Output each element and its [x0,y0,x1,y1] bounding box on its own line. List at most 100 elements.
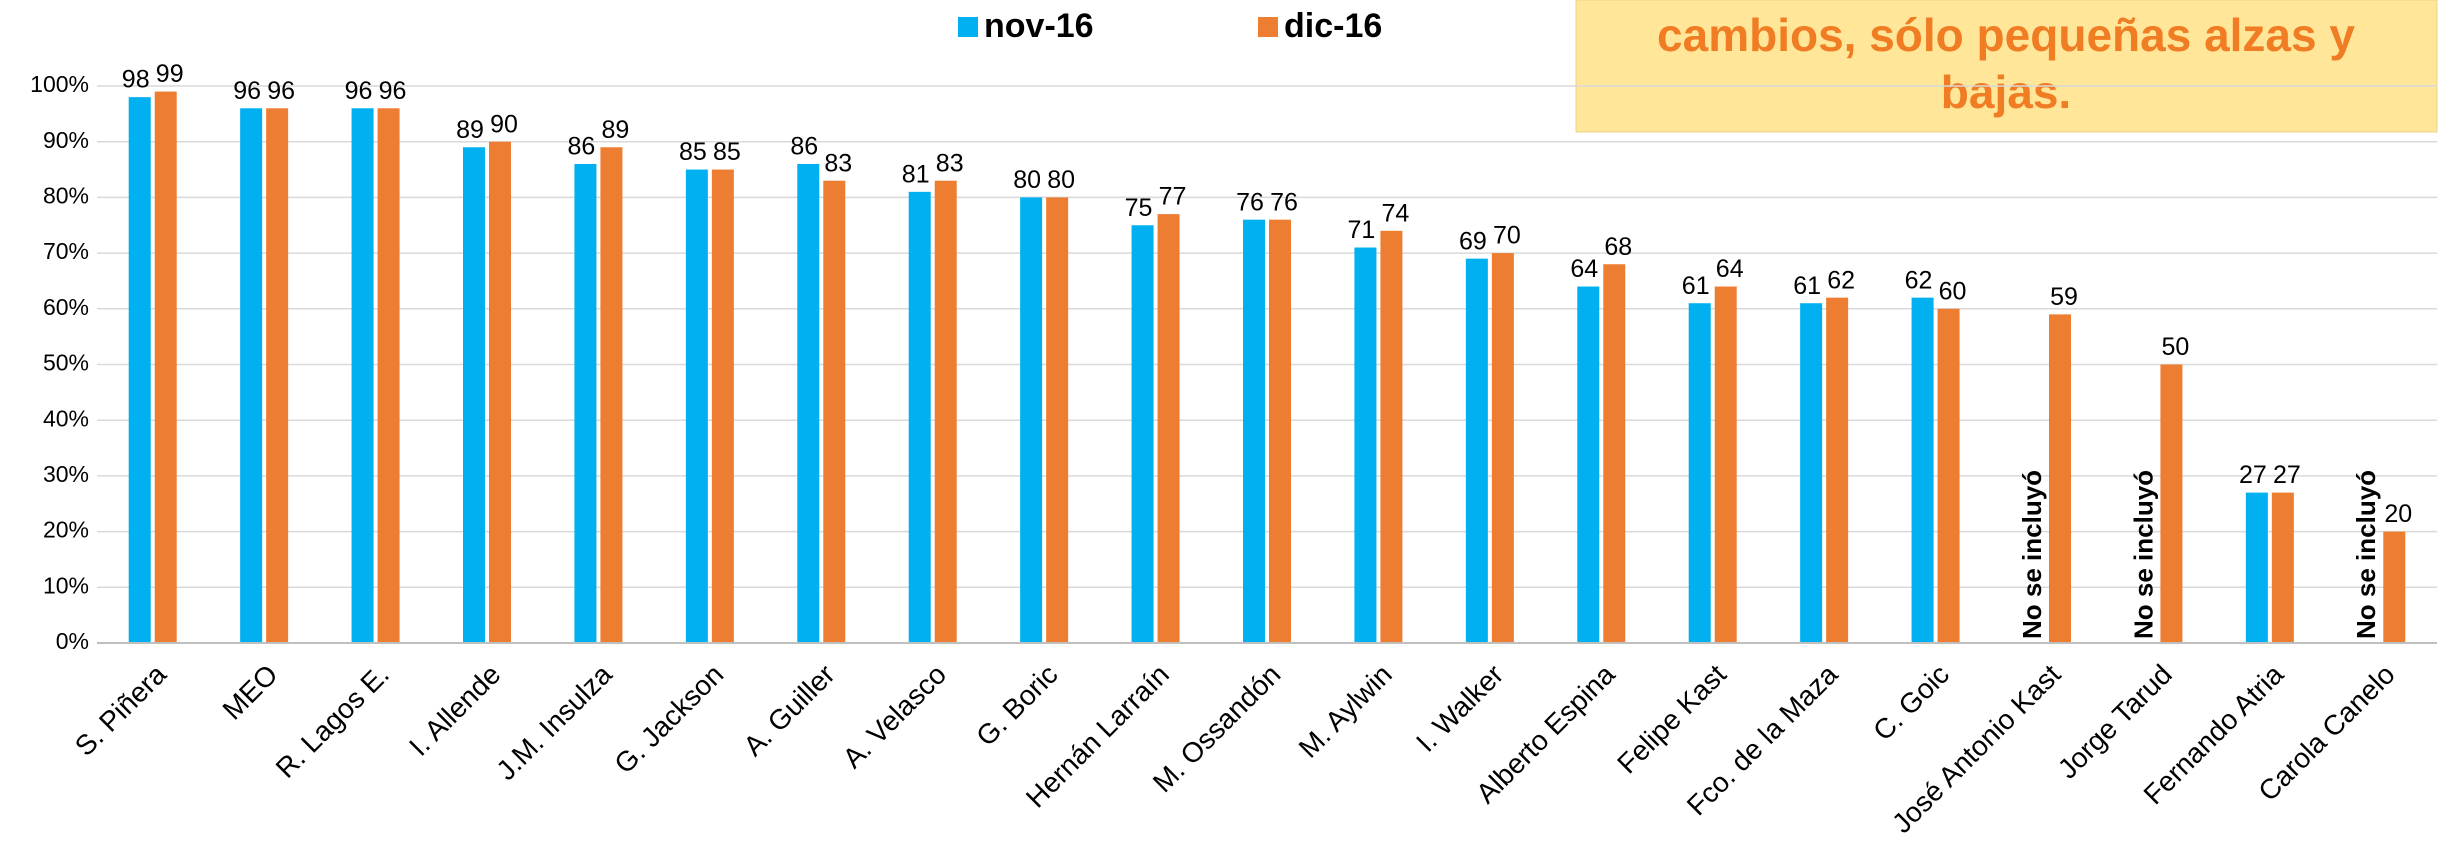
bar [823,180,846,643]
data-label: 27 [2239,461,2267,489]
data-label: 96 [233,77,261,105]
data-label: 90 [490,110,518,138]
bar [266,108,289,643]
bar [1380,230,1403,643]
annotation: bajas. [1941,66,2071,118]
x-tick-label: G. Jackson [608,659,729,780]
data-label: 96 [267,77,295,105]
bar [1800,303,1823,643]
bar [1465,258,1488,643]
data-label: 96 [379,77,407,105]
bar [711,169,734,644]
bar [1046,197,1069,643]
bar [2245,492,2268,643]
data-label: 99 [156,60,184,88]
bar [1491,253,1514,643]
data-label: 64 [1716,255,1744,283]
bar [154,91,177,643]
data-label: 60 [1939,277,1967,305]
missing-label: No se incluyó [2017,470,2047,639]
x-tick-label: A. Velasco [837,659,952,774]
data-label: 76 [1270,188,1298,216]
data-label: 20 [2384,500,2412,528]
data-label: 81 [902,160,930,188]
bar [2271,492,2294,643]
bar [685,169,708,644]
x-tick-label: I. Allende [403,659,506,762]
bar [574,163,597,644]
bar [351,108,374,643]
x-tick-label: Felipe Kast [1611,658,1732,779]
bar [463,147,485,643]
y-tick-label: 80% [43,182,89,208]
missing-label: No se incluyó [2351,470,2381,639]
x-tick-label: MEO [217,659,284,726]
missing-label: No se incluyó [2128,470,2158,639]
data-label: 86 [790,133,818,161]
data-label: 98 [122,66,150,94]
x-tick-label: C. Goic [1867,659,1955,747]
data-label: 74 [1382,199,1410,227]
y-tick-label: 90% [43,127,89,153]
bar [240,108,263,643]
y-tick-label: 40% [43,405,89,431]
data-label: 89 [602,116,630,144]
bar [1243,219,1265,643]
data-label: 61 [1793,272,1821,300]
bar [128,97,151,643]
bar [1603,264,1626,643]
bar [1354,247,1377,643]
bar [1020,197,1043,643]
y-tick-label: 0% [56,628,89,654]
data-label: 75 [1125,194,1153,222]
x-tick-label: A. Guiller [737,659,840,762]
bar [1157,214,1180,644]
data-label: 86 [568,133,596,161]
y-tick-label: 70% [43,238,89,264]
data-label: 80 [1013,166,1041,194]
y-tick-label: 20% [43,517,89,543]
bar [600,147,623,643]
bar [1826,297,1849,643]
data-label: 62 [1827,266,1855,294]
bar [2049,314,2071,643]
bar [1131,225,1154,643]
bar [934,180,957,643]
data-label: 69 [1459,227,1487,255]
y-tick-label: 10% [43,572,89,598]
data-label: 76 [1236,188,1264,216]
x-tick-label: M. Aylwin [1293,659,1398,764]
data-label: 27 [2273,461,2301,489]
bar [1688,303,1711,643]
data-label: 85 [679,138,707,166]
bar [908,191,931,643]
x-tick-label: I. Walker [1410,659,1509,758]
data-label: 83 [824,149,852,177]
data-label: 77 [1159,183,1187,211]
bar [1714,286,1737,643]
data-label: 64 [1570,255,1598,283]
bar [1577,286,1600,643]
bar [2160,364,2183,643]
x-tick-label: S. Piñera [69,658,173,762]
x-tick-label: R. Lagos E. [270,659,395,784]
data-label: 62 [1905,266,1933,294]
data-label: 89 [456,116,484,144]
x-tick-label: G. Boric [970,659,1063,752]
bar [1911,297,1934,643]
data-label: 96 [345,77,373,105]
legend-swatch [1258,17,1278,37]
bar [1269,219,1291,643]
legend-label: dic-16 [1284,7,1382,45]
data-label: 50 [2162,333,2190,361]
y-tick-label: 50% [43,350,89,376]
data-label: 80 [1047,166,1075,194]
data-label: 85 [713,138,741,166]
y-tick-label: 60% [43,294,89,320]
bar [797,163,820,644]
data-label: 68 [1604,233,1632,261]
bar [489,141,511,643]
legend-swatch [958,17,978,37]
data-label: 70 [1493,222,1521,250]
